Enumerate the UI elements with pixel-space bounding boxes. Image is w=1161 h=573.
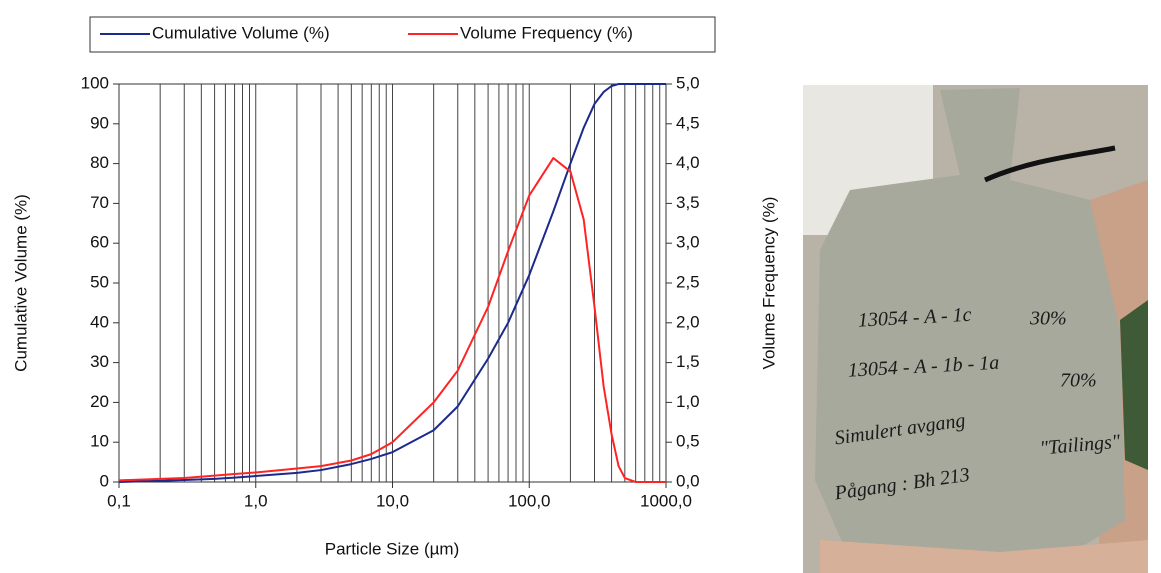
y2-tick-label: 5,0 (676, 73, 700, 92)
y2-tick-label: 4,5 (676, 113, 700, 132)
y2-tick-label: 2,0 (676, 312, 700, 331)
y2-tick-label: 4,0 (676, 153, 700, 172)
photo (803, 85, 1148, 573)
y-tick-label: 50 (90, 272, 109, 291)
y-tick-label: 0 (100, 471, 109, 490)
y-tick-label: 70 (90, 193, 109, 212)
y-tick-label: 30 (90, 352, 109, 371)
y2-tick-label: 1,0 (676, 392, 700, 411)
x-tick-label: 1,0 (244, 491, 268, 510)
bag (815, 88, 1125, 560)
y-tick-label: 80 (90, 153, 109, 172)
y2-tick-label: 3,5 (676, 193, 700, 212)
handwritten-label: 30% (1029, 308, 1067, 330)
x-tick-label: 0,1 (107, 491, 131, 510)
y2-tick-label: 1,5 (676, 352, 700, 371)
series-line (118, 157, 666, 483)
handwritten-label: 70% (1060, 370, 1097, 392)
y2-tick-label: 3,0 (676, 233, 700, 252)
y-axis-label: Cumulative Volume (%) (11, 194, 30, 372)
y-tick-label: 60 (90, 233, 109, 252)
y2-tick-label: 2,5 (676, 272, 700, 291)
y2-tick-label: 0,0 (676, 471, 700, 490)
x-axis-label: Particle Size (µm) (325, 539, 459, 558)
y-tick-label: 20 (90, 392, 109, 411)
tie (983, 145, 1116, 183)
sleeve (1120, 300, 1148, 470)
x-tick-label: 100,0 (508, 491, 551, 510)
x-tick-label: 10,0 (376, 491, 409, 510)
x-tick-label: 1000,0 (640, 491, 692, 510)
y2-axis-label: Volume Frequency (%) (759, 197, 778, 370)
legend-label: Cumulative Volume (%) (152, 23, 330, 42)
y-tick-label: 40 (90, 312, 109, 331)
hand-bottom (820, 540, 1148, 573)
legend-box (89, 16, 716, 53)
y-tick-label: 90 (90, 113, 109, 132)
y2-tick-label: 0,5 (676, 432, 700, 451)
legend-label: Volume Frequency (%) (460, 23, 633, 42)
series-line (118, 83, 666, 483)
y-tick-label: 10 (90, 432, 109, 451)
y-tick-label: 100 (81, 73, 109, 92)
plot-frame (118, 83, 667, 483)
